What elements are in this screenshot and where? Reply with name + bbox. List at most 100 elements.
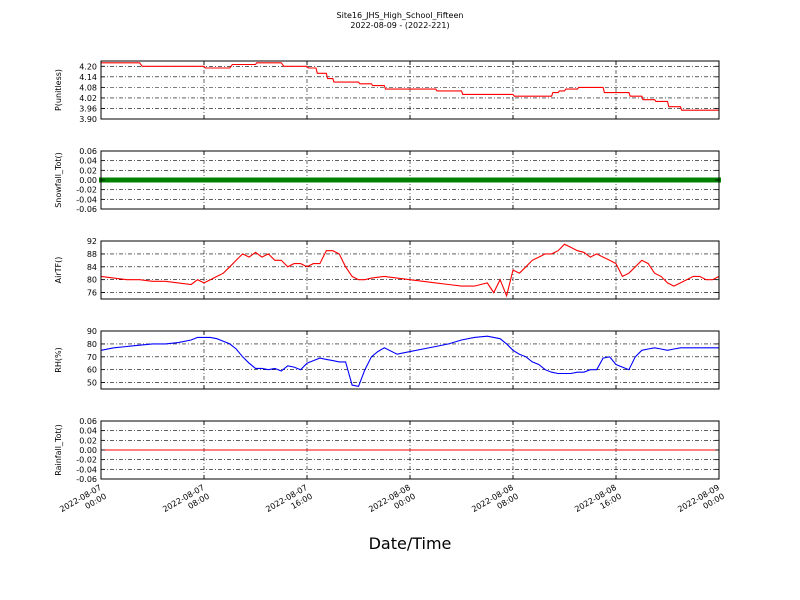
data-point	[169, 177, 174, 183]
data-point	[285, 177, 290, 183]
series-line	[101, 62, 719, 111]
data-point	[662, 177, 667, 183]
data-point	[401, 177, 406, 183]
data-point	[585, 177, 590, 183]
data-point	[482, 177, 487, 183]
y-tick-label: -0.02	[76, 456, 97, 465]
y-tick-label: 0.02	[79, 436, 97, 445]
data-point	[581, 177, 586, 183]
data-point	[111, 177, 116, 183]
data-point	[234, 177, 239, 183]
data-point	[559, 177, 564, 183]
y-tick-label: 3.96	[79, 104, 97, 113]
data-point	[617, 177, 622, 183]
data-point	[539, 177, 544, 183]
data-point	[462, 177, 467, 183]
data-point	[198, 177, 203, 183]
data-point	[440, 177, 445, 183]
data-point	[565, 177, 570, 183]
data-point	[359, 177, 364, 183]
data-point	[408, 177, 412, 183]
data-point	[675, 177, 680, 183]
y-tick-label: 4.08	[79, 83, 97, 92]
data-point	[176, 177, 181, 183]
data-point	[459, 177, 464, 183]
y-tick-label: -0.06	[76, 205, 97, 214]
data-point	[614, 177, 618, 183]
panel-5: 0.060.040.020.00-0.02-0.04-0.06 Rainfall_…	[54, 417, 720, 484]
data-point	[208, 177, 213, 183]
data-point	[427, 177, 432, 183]
data-point	[549, 177, 554, 183]
data-point	[630, 177, 635, 183]
data-point	[131, 177, 136, 183]
data-point	[424, 177, 429, 183]
y-tick-label: 4.20	[79, 62, 97, 71]
data-point	[626, 177, 631, 183]
data-point	[301, 177, 306, 183]
data-point	[127, 177, 132, 183]
data-point	[691, 177, 696, 183]
data-point	[456, 177, 461, 183]
data-point	[659, 177, 664, 183]
data-point	[343, 177, 348, 183]
y-tick-label: 50	[87, 379, 97, 388]
y-tick-label: 70	[87, 353, 97, 362]
data-point	[633, 177, 638, 183]
data-point	[501, 177, 506, 183]
data-point	[256, 177, 261, 183]
y-axis-label: Rainfall_Tot()	[54, 424, 63, 476]
y-tick-label: 4.02	[79, 94, 97, 103]
data-point	[620, 177, 625, 183]
chart-subtitle: 2022-08-09 - (2022-221)	[350, 21, 450, 30]
y-tick-label: 0.00	[79, 446, 97, 455]
data-point	[185, 177, 190, 183]
data-point	[494, 177, 499, 183]
data-point	[121, 177, 126, 183]
data-point	[221, 177, 226, 183]
data-point	[491, 177, 496, 183]
y-tick-label: 92	[87, 237, 97, 246]
y-tick-label: 0.02	[79, 166, 97, 175]
data-point	[240, 177, 245, 183]
data-point	[317, 177, 322, 183]
data-point	[118, 177, 123, 183]
x-tick-label: 2022-08-0808:00	[470, 483, 520, 523]
data-point	[382, 177, 387, 183]
data-point	[552, 177, 557, 183]
data-point	[498, 177, 503, 183]
y-tick-label: 76	[87, 289, 97, 298]
data-point	[134, 177, 139, 183]
data-point	[227, 177, 232, 183]
data-point	[453, 177, 458, 183]
data-point	[610, 177, 615, 183]
data-point	[652, 177, 657, 183]
data-point	[546, 177, 551, 183]
data-point	[147, 177, 152, 183]
y-tick-label: 0.00	[79, 176, 97, 185]
data-point	[684, 177, 689, 183]
data-point	[263, 177, 268, 183]
data-point	[688, 177, 693, 183]
y-tick-label: 88	[87, 250, 97, 259]
data-point	[182, 177, 187, 183]
y-tick-label: 60	[87, 366, 97, 375]
data-point	[430, 177, 435, 183]
x-tick-label: 2022-08-0708:00	[161, 483, 211, 523]
data-point	[108, 177, 113, 183]
data-point	[230, 177, 235, 183]
data-point	[488, 177, 493, 183]
data-point	[575, 177, 580, 183]
data-point	[404, 177, 409, 183]
data-point	[375, 177, 380, 183]
data-point	[369, 177, 374, 183]
data-point	[292, 177, 297, 183]
y-axis-label: AirTF()	[54, 257, 63, 284]
data-point	[337, 177, 342, 183]
data-point	[298, 177, 303, 183]
data-point	[379, 177, 384, 183]
data-point	[140, 177, 145, 183]
data-point	[636, 177, 641, 183]
data-point	[697, 177, 702, 183]
data-point	[166, 177, 171, 183]
